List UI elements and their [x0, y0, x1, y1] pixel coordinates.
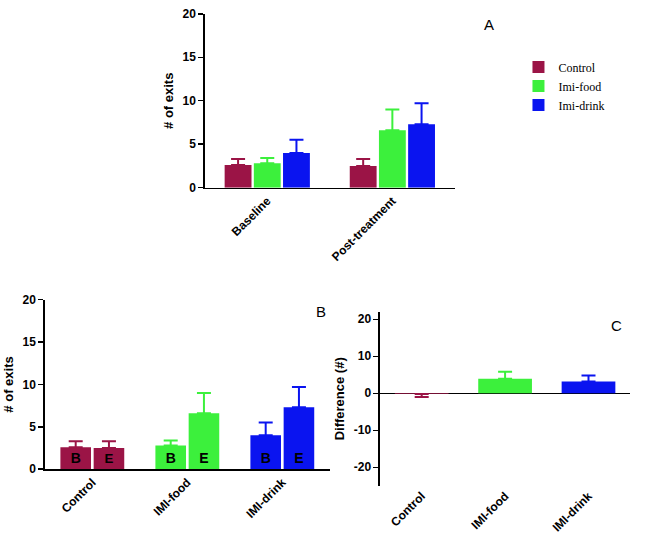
svg-text:-20: -20: [354, 460, 372, 474]
svg-text:15: 15: [23, 335, 37, 349]
svg-text:Difference (#): Difference (#): [332, 357, 347, 440]
svg-text:10: 10: [182, 94, 196, 108]
svg-text:E: E: [105, 451, 114, 466]
svg-text:IMI-food: IMI-food: [151, 476, 194, 519]
svg-text:E: E: [294, 450, 303, 466]
svg-text:10: 10: [358, 349, 372, 363]
svg-text:5: 5: [189, 137, 196, 151]
svg-text:15: 15: [182, 50, 196, 64]
svg-text:B: B: [71, 450, 81, 466]
svg-text:IMI-drink: IMI-drink: [550, 489, 595, 534]
svg-text:20: 20: [358, 312, 372, 326]
svg-text:Control: Control: [388, 489, 428, 529]
svg-text:Imi-food: Imi-food: [558, 80, 601, 94]
svg-text:B: B: [316, 303, 326, 320]
svg-text:IMI-drink: IMI-drink: [243, 475, 288, 520]
svg-text:B: B: [261, 450, 271, 466]
svg-text:5: 5: [29, 420, 36, 434]
svg-text:Post-treatment: Post-treatment: [329, 194, 399, 264]
svg-text:Baseline: Baseline: [229, 194, 274, 239]
svg-text:10: 10: [23, 378, 37, 392]
svg-text:0: 0: [189, 181, 196, 195]
svg-text:Imi-drink: Imi-drink: [558, 99, 604, 113]
svg-text:E: E: [199, 450, 208, 466]
svg-text:0: 0: [364, 386, 371, 400]
svg-text:20: 20: [23, 293, 37, 307]
svg-text:Control: Control: [558, 61, 595, 75]
svg-text:# of exits: # of exits: [1, 356, 16, 412]
svg-text:B: B: [166, 450, 176, 466]
svg-text:IMI-food: IMI-food: [469, 489, 512, 532]
svg-text:# of exits: # of exits: [161, 73, 176, 129]
svg-text:C: C: [611, 317, 622, 334]
svg-text:0: 0: [29, 462, 36, 476]
svg-text:-10: -10: [354, 423, 372, 437]
svg-text:Control: Control: [59, 476, 99, 516]
svg-text:20: 20: [182, 7, 196, 21]
svg-text:A: A: [484, 16, 494, 33]
